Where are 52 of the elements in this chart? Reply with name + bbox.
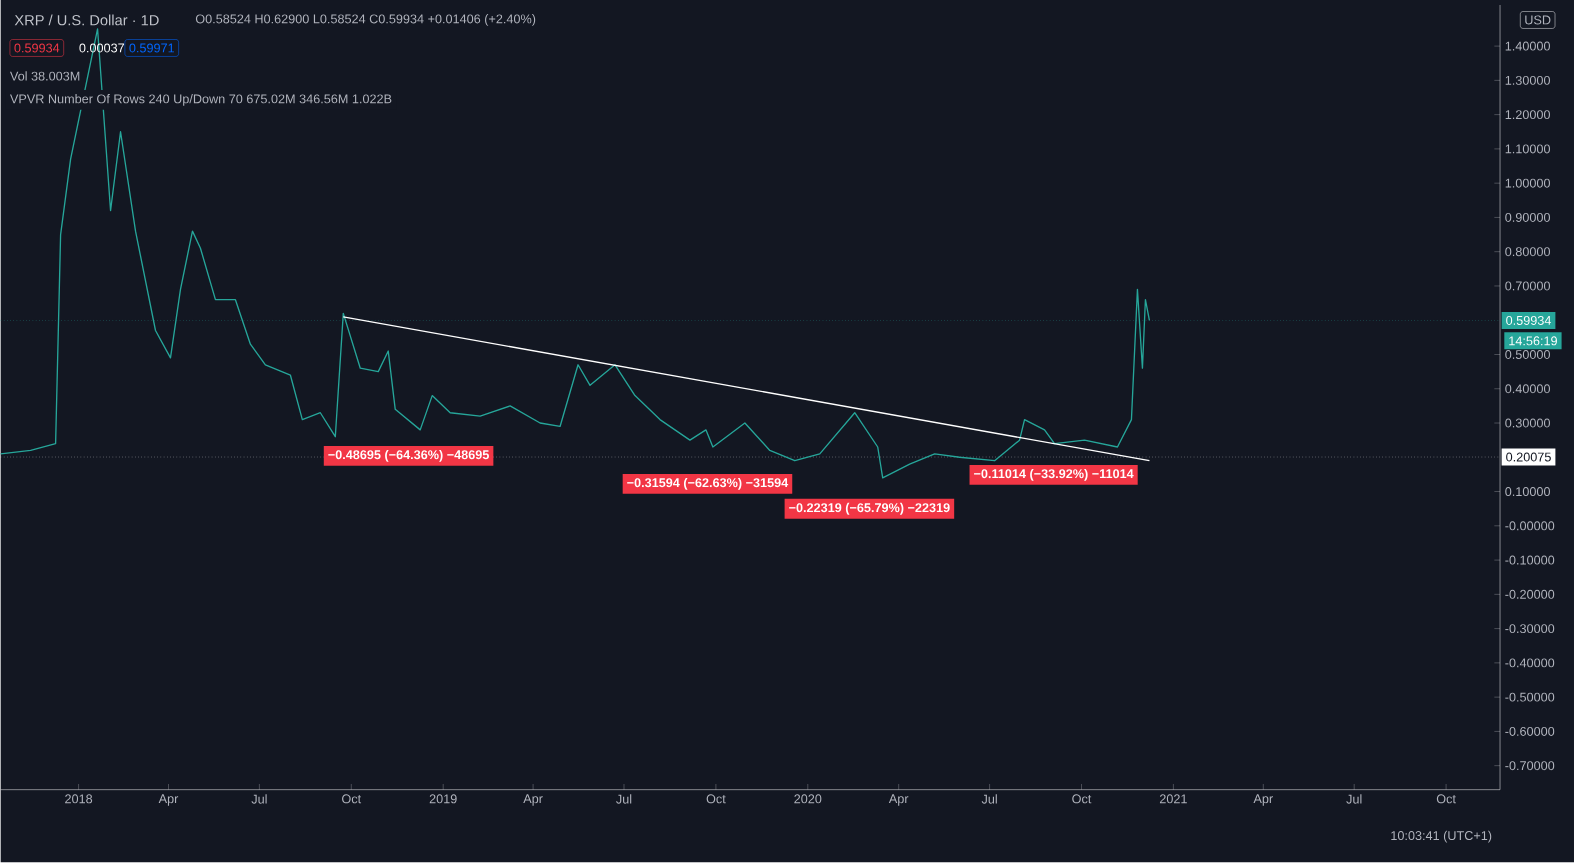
x-tick-label: Jul	[251, 794, 267, 804]
text: O0.58524 H0.62900 L0.58524 C0.59934 +0.01406 (+2.40%)	[195, 14, 536, 27]
annotation: VPVR Number Of Rows 240 Up/Down 70 675.02M 346.56M 1.022B	[10, 94, 392, 107]
x-tick-label: Apr	[523, 794, 543, 806]
y-tick-label: 0.70000	[1505, 281, 1550, 291]
y-tick-label: 1.10000	[1505, 144, 1550, 154]
x-tick-label: 2020	[794, 794, 822, 804]
y-tick-label: -0.20000	[1505, 590, 1555, 600]
y-tick-label: -0.10000	[1505, 555, 1555, 565]
text: 14:56:19	[1509, 336, 1557, 346]
y-tick-label: 0.80000	[1505, 247, 1550, 257]
x-tick-label: Jul	[981, 794, 997, 804]
x-tick-label: 2019	[429, 794, 457, 804]
x-tick-label: Jul	[1346, 794, 1362, 804]
y-tick-label: 1.20000	[1505, 110, 1550, 120]
y-tick-label: 1.30000	[1505, 76, 1550, 86]
annotation: −0.11014 (−33.92%) −11014	[974, 469, 1134, 481]
x-tick-label: Apr	[888, 794, 909, 806]
y-tick-label: 0.90000	[1505, 213, 1550, 223]
ref-line-label: 0.59934	[1506, 316, 1552, 326]
x-tick-label: Oct	[706, 794, 726, 804]
y-tick-label: -0.40000	[1505, 658, 1555, 668]
annotation: 0.59934	[14, 43, 60, 53]
x-tick-label: Oct	[1072, 794, 1092, 804]
y-tick-label: 0.50000	[1505, 350, 1550, 360]
y-tick-label: 0.40000	[1505, 384, 1550, 394]
annotation: 0.59971	[129, 43, 175, 53]
y-tick-label: -0.00000	[1505, 521, 1555, 531]
y-tick-label: 1.40000	[1505, 41, 1550, 51]
y-tick-label: -0.30000	[1505, 624, 1555, 634]
x-tick-label: Oct	[342, 794, 362, 804]
annotation: −0.22319 (−65.79%) −22319	[789, 503, 950, 515]
ref-line-label: 0.20075	[1506, 452, 1551, 462]
annotation: 0.00037	[79, 43, 125, 53]
y-tick-label: -0.50000	[1505, 692, 1555, 702]
text: USD	[1525, 15, 1551, 25]
annotation: Vol 38.003M	[10, 71, 80, 81]
x-tick-label: 2021	[1159, 794, 1187, 804]
x-tick-label: Jul	[616, 794, 632, 804]
x-tick-label: Oct	[1436, 794, 1456, 804]
y-tick-label: -0.60000	[1505, 727, 1555, 737]
x-tick-label: Apr	[1253, 794, 1273, 806]
y-tick-label: 0.10000	[1505, 487, 1550, 497]
x-tick-label: Apr	[158, 794, 179, 806]
y-tick-label: -0.70000	[1505, 761, 1555, 771]
y-tick-label: 0.30000	[1505, 418, 1550, 428]
annotation: −0.31594 (−62.63%) −31594	[627, 478, 789, 490]
y-tick-label: 1.00000	[1505, 178, 1550, 188]
x-tick-label: 2018	[65, 794, 93, 804]
annotation: −0.48695 (−64.36%) −48695	[328, 450, 489, 462]
text: 10:03:41 (UTC+1)	[1391, 830, 1492, 843]
text: XRP / U.S. Dollar · 1D	[14, 14, 159, 26]
